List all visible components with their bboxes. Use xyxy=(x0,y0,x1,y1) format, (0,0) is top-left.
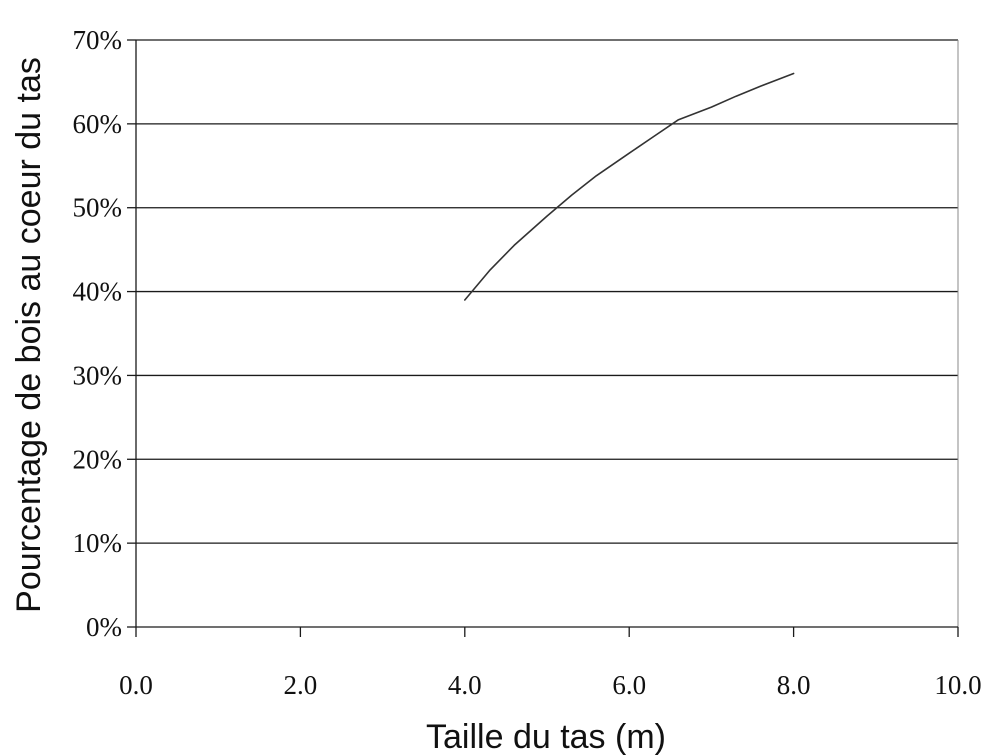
tick-labels: 0% 10% 20% 30% 40% 50% 60% 70% 0.0 2.0 4.0 6.0 8.0 10… xyxy=(73,25,982,700)
y-tick-label-1: 10% xyxy=(73,528,123,558)
x-tick-label-1: 2.0 xyxy=(284,670,318,700)
y-tick-label-7: 70% xyxy=(73,25,123,55)
axes xyxy=(127,39,959,637)
y-tick-label-3: 30% xyxy=(73,360,123,390)
y-axis-title: Pourcentage de bois au coeur du tas xyxy=(10,57,48,613)
x-tick-label-3: 6.0 xyxy=(612,670,646,700)
y-tick-label-2: 20% xyxy=(73,444,123,474)
series-lines xyxy=(463,72,795,301)
gridlines xyxy=(136,39,958,544)
x-axis-title: Taille du tas (m) xyxy=(426,718,666,756)
x-tick-label-5: 10.0 xyxy=(934,670,981,700)
y-tick-label-4: 40% xyxy=(73,277,123,307)
y-tick-label-5: 50% xyxy=(73,193,123,223)
x-tick-label-2: 4.0 xyxy=(448,670,482,700)
y-tick-label-6: 60% xyxy=(73,109,123,139)
x-tick-label-0: 0.0 xyxy=(119,670,153,700)
series-line-0 xyxy=(463,72,795,301)
y-tick-label-0: 0% xyxy=(86,612,122,642)
x-tick-label-4: 8.0 xyxy=(777,670,811,700)
